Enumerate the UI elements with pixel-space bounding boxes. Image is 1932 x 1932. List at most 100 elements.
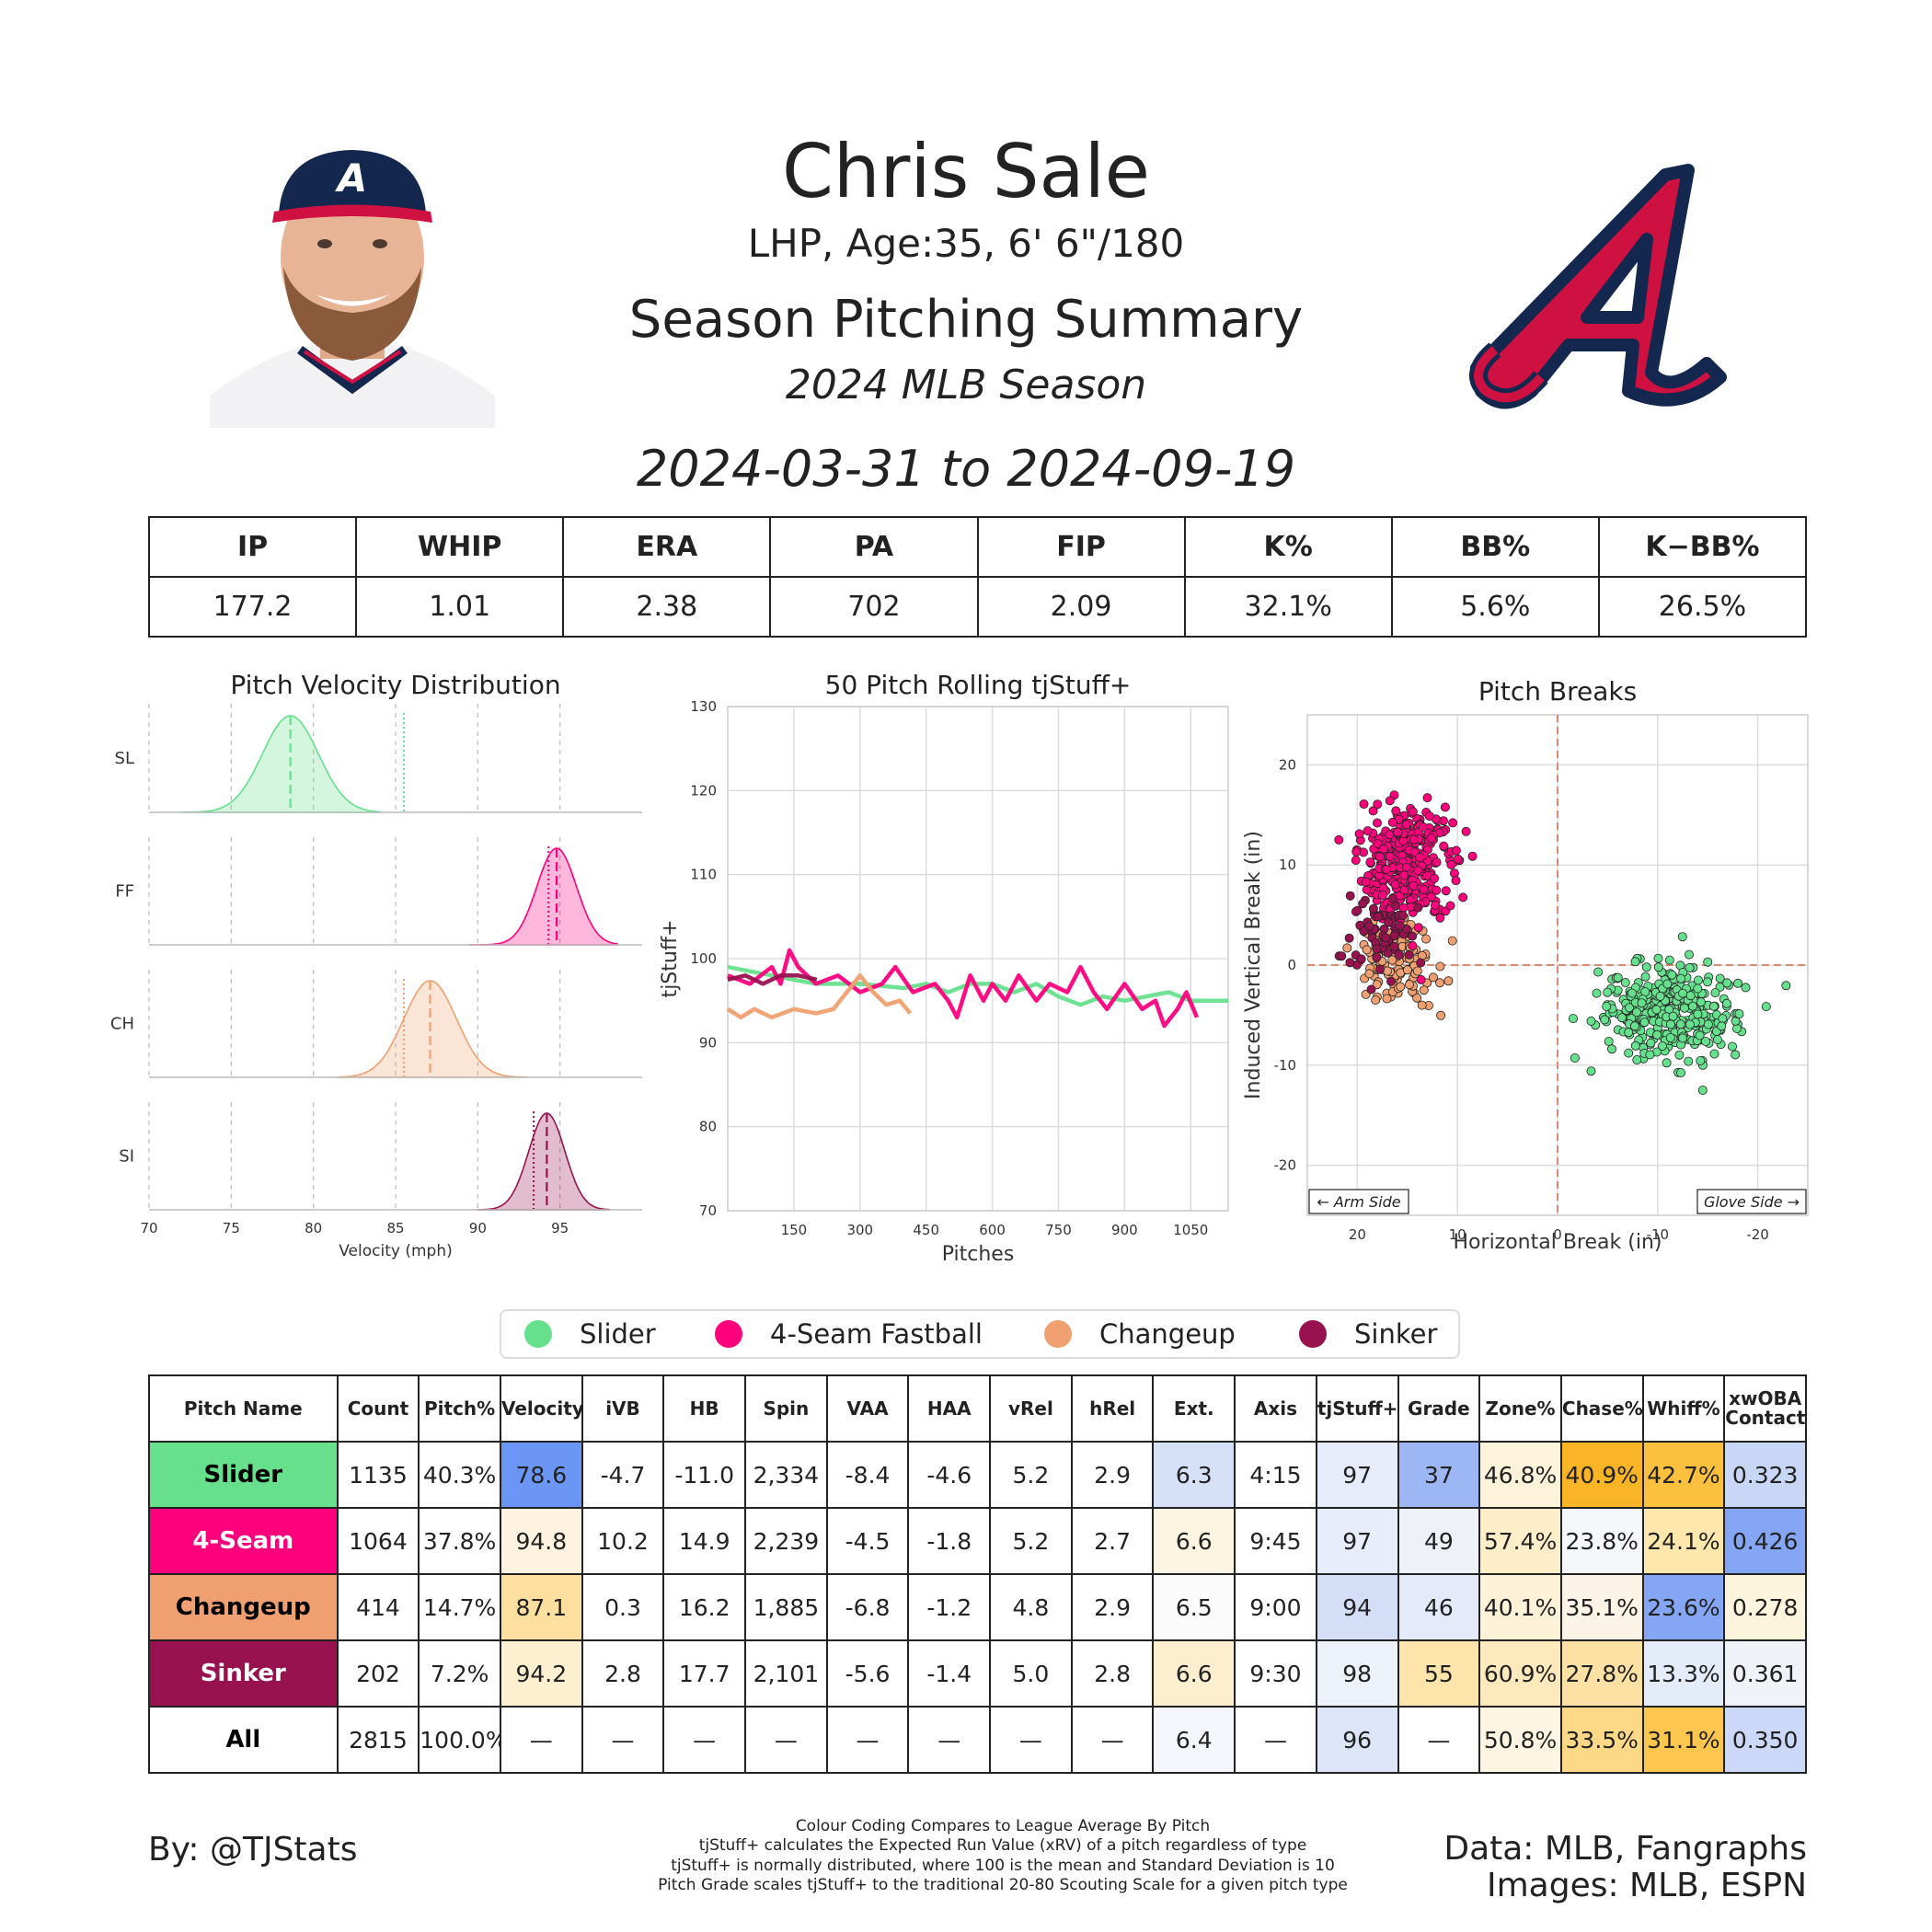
header-hrel: hRel	[1070, 1374, 1155, 1443]
x-tick-label: 95	[551, 1220, 569, 1236]
scatter-point	[1733, 978, 1743, 988]
cell-haa: —	[907, 1706, 992, 1774]
pitch-name-cell: Changeup	[148, 1573, 339, 1641]
scatter-point	[1372, 944, 1382, 954]
scatter-point	[1665, 1032, 1675, 1042]
footnote: Colour Coding Compares to League Average…	[795, 1817, 1211, 1835]
value-k-bb-pct: 26.5%	[1597, 576, 1808, 638]
cell-xwoba-contact: 0.361	[1723, 1639, 1807, 1708]
scatter-point	[1386, 976, 1396, 986]
scatter-point	[1630, 1041, 1640, 1051]
cell-zone: 50.8%	[1478, 1706, 1562, 1774]
player-name: Chris Sale	[781, 129, 1151, 214]
scatter-point	[1385, 851, 1395, 861]
cell-haa: -1.4	[907, 1639, 992, 1708]
data-credit: Data: MLB, Fangraphs Images: MLB, ESPN	[1443, 1831, 1807, 1903]
header-vaa: VAA	[825, 1374, 910, 1443]
scatter-point	[1713, 1035, 1723, 1045]
scatter-point	[1443, 976, 1454, 986]
scatter-point	[1687, 1001, 1697, 1011]
rolling-tjstuff-chart: 50 Pitch Rolling tjStuff+ 150 300 450 600 750…	[659, 670, 1229, 1266]
cell-hb: —	[662, 1706, 747, 1774]
cell-axis: 9:00	[1234, 1573, 1317, 1641]
scatter-point	[1616, 1013, 1627, 1023]
scatter-point	[1408, 940, 1418, 950]
x-tick-label: 0	[1553, 1226, 1562, 1243]
scatter-point	[1432, 885, 1442, 895]
scatter-point	[1374, 912, 1384, 922]
footnotes: Colour Coding Compares to League Average…	[552, 1817, 1454, 1895]
scatter-point	[1358, 899, 1368, 909]
cell-vaa: -4.5	[825, 1507, 910, 1575]
scatter-point	[1629, 1021, 1639, 1031]
legend-label-slider: Slider	[580, 1318, 656, 1350]
scatter-point	[1441, 886, 1451, 896]
scatter-point	[1570, 1052, 1580, 1063]
scatter-point	[1384, 917, 1394, 927]
x-axis-label: Horizontal Break (in)	[1454, 1231, 1662, 1254]
scatter-point	[1718, 1014, 1728, 1024]
series-line-4-seam-fastball	[727, 948, 1200, 1029]
header-hb: HB	[662, 1374, 747, 1443]
team-logo	[1469, 164, 1727, 409]
pitch-metrics-table: Pitch Name Count Pitch% Velocity iVB HB Spin VA…	[148, 1374, 1807, 1774]
scatter-point	[1606, 1044, 1616, 1054]
value-pa: 702	[769, 576, 979, 638]
footnote: tjStuff+ calculates the Expected Run Val…	[698, 1836, 1307, 1856]
scatter-point	[1728, 1041, 1738, 1052]
x-tick-label: 900	[1111, 1222, 1138, 1238]
cell-pitch: 40.3%	[418, 1441, 501, 1509]
scatter-point	[1461, 826, 1471, 836]
cell-vrel: 5.2	[989, 1507, 1073, 1575]
cell-hrel: 2.9	[1070, 1441, 1155, 1509]
cell-xwoba-contact: 0.350	[1723, 1706, 1807, 1774]
x-axis-label: Velocity (mph)	[339, 1242, 452, 1260]
scatter-point	[1377, 891, 1387, 901]
cell-count: 414	[336, 1573, 420, 1641]
header-fip: FIP	[976, 516, 1186, 578]
cell-ext: 6.4	[1152, 1706, 1236, 1774]
header-count: Count	[336, 1374, 420, 1443]
arm-side-annotation: ← Arm Side	[1308, 1189, 1409, 1214]
legend-item-sinker: Sinker	[1299, 1311, 1437, 1357]
pitch-name-cell: Sinker	[148, 1639, 339, 1708]
cell-spin: 1,885	[744, 1573, 828, 1641]
table-row: Changeup 414 14.7% 87.1 0.3 16.2 1,885 -6.8 -1.2…	[148, 1573, 1807, 1641]
scatter-point	[1451, 845, 1461, 856]
cell-hrel: 2.9	[1070, 1573, 1155, 1641]
scatter-point	[1352, 905, 1363, 915]
season-label: 2024 MLB Season	[785, 362, 1147, 408]
scatter-point	[1412, 993, 1422, 1003]
scatter-point	[1761, 1002, 1771, 1012]
scatter-point	[1372, 818, 1382, 828]
x-tick-label: -20	[1746, 1226, 1769, 1243]
scatter-point	[1445, 901, 1455, 911]
x-axis-label: Pitches	[942, 1243, 1015, 1266]
scatter-point	[1430, 873, 1440, 883]
scatter-point	[1632, 1054, 1642, 1064]
scatter-point	[1586, 1016, 1596, 1026]
scatter-point	[1684, 1056, 1694, 1066]
y-tick-label: 0	[1287, 957, 1296, 973]
cell-xwoba-contact: 0.323	[1723, 1441, 1807, 1509]
header-pitch: Pitch%	[418, 1374, 501, 1443]
scatter-group-sinker	[1334, 891, 1426, 995]
scatter-point	[1702, 977, 1712, 987]
cell-chase: 33.5%	[1559, 1706, 1644, 1774]
cell-ivb: 0.3	[581, 1573, 665, 1641]
chart-title: Pitch Breaks	[1478, 676, 1637, 707]
scatter-point	[1371, 995, 1381, 1005]
scatter-point	[1416, 958, 1426, 968]
scatter-point	[1365, 857, 1375, 868]
legend-marker-changeup	[1044, 1320, 1072, 1348]
pitch-legend: Slider 4-Seam Fastball Changeup Sinker	[500, 1309, 1460, 1359]
scatter-point	[1677, 932, 1687, 942]
header-xwoba-contact: xwOBA Contact	[1723, 1374, 1807, 1443]
cell-xwoba-contact: 0.426	[1723, 1507, 1807, 1575]
cell-hrel: 2.7	[1070, 1507, 1155, 1575]
pitch-breaks-chart: Pitch Breaks ← Arm Side Glove Side → 20 10 0 -…	[1242, 676, 1809, 1254]
annotation-box	[1696, 1189, 1807, 1214]
cell-zone: 40.1%	[1478, 1573, 1562, 1641]
scatter-point	[1685, 991, 1696, 1001]
cell-count: 202	[336, 1639, 420, 1708]
